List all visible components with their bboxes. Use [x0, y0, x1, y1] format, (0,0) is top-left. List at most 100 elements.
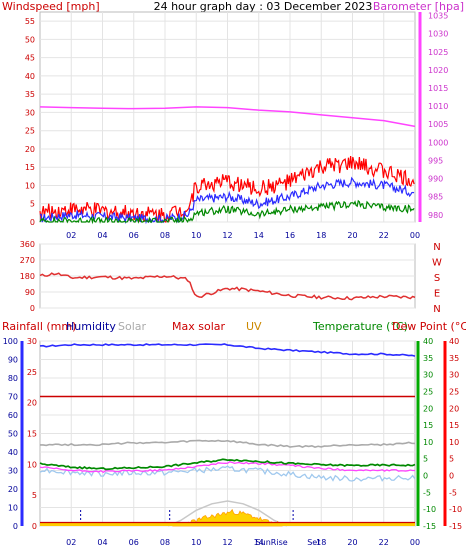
- wind-axis-title: Windspeed [mph]: [2, 0, 100, 13]
- barometer-tick-label: 980: [428, 211, 443, 220]
- wind-x-tick-label: 00: [410, 231, 420, 240]
- humidity-tick-label: 80: [8, 374, 18, 383]
- wind-series-avg_wind: [39, 176, 415, 225]
- lower-x-tick-label: 12: [222, 538, 232, 547]
- wind-tick-label: 20: [25, 145, 35, 154]
- wind-x-tick-label: 22: [379, 231, 389, 240]
- compass-label: E: [434, 289, 440, 300]
- wind-tick-label: 35: [25, 90, 35, 99]
- rainfall-tick-label: 0: [32, 522, 37, 531]
- humidity-tick-label: 50: [8, 430, 18, 439]
- lower-series-humidity: [39, 343, 416, 357]
- compass-label: W: [432, 258, 442, 269]
- rainfall-label: Rainfall (mm): [2, 320, 76, 333]
- chart-title: 24 hour graph day : 03 December 2023: [154, 0, 373, 13]
- barometer-axis-title: Barometer [hpa]: [373, 0, 464, 13]
- lower-x-tick-label: 06: [129, 538, 139, 547]
- rainfall-tick-label: 15: [27, 430, 37, 439]
- wind-x-tick-label: 14: [254, 231, 264, 240]
- barometer-tick-label: 1020: [428, 66, 448, 75]
- barometer-tick-label: 995: [428, 156, 443, 165]
- direction-tick-label: 0: [30, 304, 35, 313]
- lower-series-temperature: [39, 458, 416, 471]
- lower-x-tick-label: 18: [316, 538, 326, 547]
- temperature-tick-label: 10: [423, 438, 433, 447]
- dew-point-tick-label: 25: [449, 387, 459, 396]
- temperature-label: Temperature (°C): [312, 320, 408, 333]
- barometer-tick-label: 1025: [428, 48, 448, 57]
- humidity-tick-label: 30: [8, 467, 18, 476]
- wind-x-tick-label: 18: [316, 231, 326, 240]
- wind-tick-label: 40: [25, 72, 35, 81]
- rainfall-tick-label: 10: [27, 460, 37, 469]
- humidity-tick-label: 0: [13, 522, 18, 531]
- wind-x-tick-label: 06: [129, 231, 139, 240]
- uv-label: UV: [246, 320, 262, 333]
- humidity-tick-label: 100: [3, 337, 18, 346]
- barometer-tick-label: 985: [428, 193, 443, 202]
- rainfall-tick-label: 25: [27, 368, 37, 377]
- lower-x-tick-label: 02: [66, 538, 76, 547]
- temperature-tick-label: 5: [423, 455, 428, 464]
- barometer-tick-label: 1010: [428, 102, 448, 111]
- barometer-tick-label: 990: [428, 175, 443, 184]
- temperature-tick-label: -5: [423, 488, 431, 497]
- lower-x-tick-label: 04: [97, 538, 107, 547]
- wind-direction-line: [39, 272, 416, 301]
- dew-point-tick-label: -10: [449, 505, 462, 514]
- humidity-tick-label: 70: [8, 393, 18, 402]
- wind-x-tick-label: 04: [97, 231, 107, 240]
- wind-x-tick-label: 10: [191, 231, 201, 240]
- wind-x-tick-label: 02: [66, 231, 76, 240]
- wind-tick-label: 25: [25, 127, 35, 136]
- direction-tick-label: 90: [25, 288, 35, 297]
- compass-label: N: [433, 242, 440, 253]
- dew-point-tick-label: -15: [449, 522, 462, 531]
- barometer-tick-label: 1030: [428, 30, 448, 39]
- direction-tick-label: 360: [20, 240, 35, 249]
- humidity-tick-label: 90: [8, 356, 18, 365]
- wind-x-tick-label: 08: [160, 231, 170, 240]
- temperature-tick-label: -10: [423, 505, 436, 514]
- temperature-tick-label: 15: [423, 421, 433, 430]
- rainfall-tick-label: 5: [32, 491, 37, 500]
- wind-tick-label: 45: [25, 54, 35, 63]
- rainfall-tick-label: 20: [27, 399, 37, 408]
- dew-point-tick-label: 40: [449, 337, 459, 346]
- lower-x-tick-label: 00: [410, 538, 420, 547]
- compass-label: N: [433, 304, 440, 315]
- barometer-tick-label: 1015: [428, 84, 448, 93]
- lower-series-light_blue: [39, 465, 416, 482]
- wind-tick-label: 5: [30, 200, 35, 209]
- lower-x-tick-label: 14: [254, 538, 264, 547]
- barometer-line: [39, 106, 416, 128]
- lower-series-solar_trace: [39, 439, 416, 448]
- barometer-tick-label: 1000: [428, 138, 448, 147]
- humidity-label: Humidity: [66, 320, 116, 333]
- compass-label: S: [434, 273, 440, 284]
- dew-point-tick-label: 15: [449, 421, 459, 430]
- humidity-tick-label: 40: [8, 448, 18, 457]
- wind-series-wind_low: [39, 199, 415, 225]
- lower-series-dew_point: [39, 460, 416, 474]
- temperature-tick-label: 0: [423, 472, 428, 481]
- temperature-tick-label: 20: [423, 404, 433, 413]
- wind-x-tick-label: 20: [347, 231, 357, 240]
- wind-series-gust: [39, 156, 415, 223]
- lower-x-tick-label: 22: [379, 538, 389, 547]
- lower-x-tick-label: SunRise: [256, 538, 288, 547]
- wind-tick-label: 50: [25, 35, 35, 44]
- dew-point-tick-label: 5: [449, 455, 454, 464]
- temperature-tick-label: 35: [423, 354, 433, 363]
- max-solar-curve: [167, 500, 288, 527]
- solar-radiation-area: [172, 508, 283, 527]
- wind-tick-label: 30: [25, 108, 35, 117]
- dew-point-tick-label: 20: [449, 404, 459, 413]
- humidity-tick-label: 10: [8, 504, 18, 513]
- wind-tick-label: 0: [30, 218, 35, 227]
- barometer-tick-label: 1005: [428, 120, 448, 129]
- dew-point-tick-label: 35: [449, 354, 459, 363]
- temperature-tick-label: 30: [423, 371, 433, 380]
- direction-tick-label: 270: [20, 256, 35, 265]
- dew-point-tick-label: -5: [449, 488, 457, 497]
